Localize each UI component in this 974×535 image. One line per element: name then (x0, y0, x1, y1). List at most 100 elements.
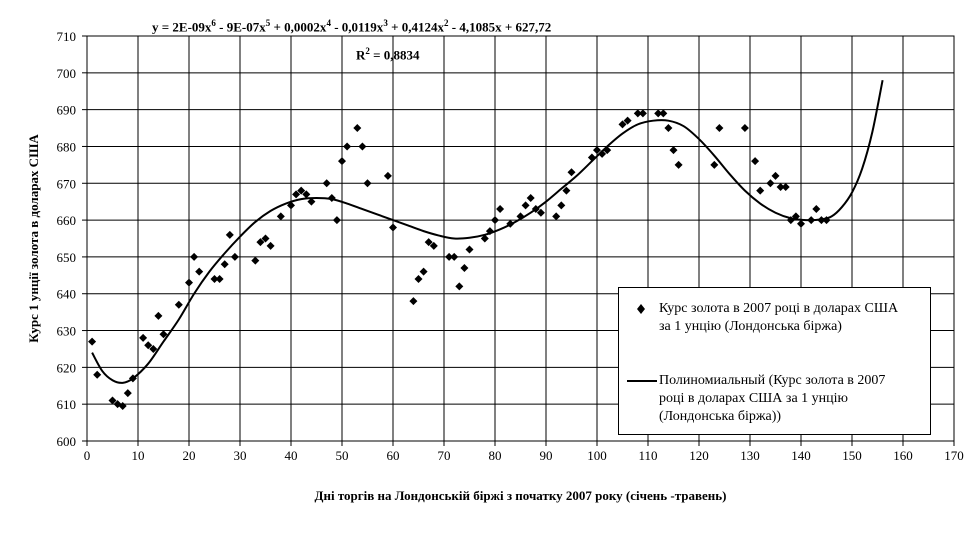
data-point (623, 116, 632, 125)
data-point (669, 146, 678, 155)
data-point (292, 190, 301, 199)
data-point (557, 201, 566, 210)
data-point (215, 275, 224, 283)
data-point (786, 216, 795, 225)
data-point (766, 179, 775, 188)
data-point (287, 201, 295, 210)
legend-line-marker (627, 380, 657, 382)
data-point (159, 330, 168, 339)
data-point (638, 109, 647, 118)
legend-series-label-line: за 1 унцію (Лондонська біржа) (659, 319, 842, 334)
data-point (807, 216, 816, 225)
data-point (562, 186, 571, 195)
data-point (751, 157, 760, 166)
data-point (776, 182, 785, 191)
data-point (190, 252, 199, 261)
x-tick-label: 110 (638, 448, 657, 463)
data-point (812, 205, 821, 214)
x-tick-label: 130 (740, 448, 760, 463)
data-point (659, 109, 668, 118)
data-point (781, 182, 790, 191)
data-point (383, 171, 392, 180)
data-point (674, 160, 683, 169)
data-points (88, 109, 831, 411)
data-point (822, 216, 831, 225)
x-tick-label: 160 (893, 448, 913, 463)
y-tick-label: 670 (57, 176, 77, 191)
y-tick-label: 660 (57, 213, 77, 228)
x-tick-label: 90 (540, 448, 553, 463)
data-point (225, 230, 234, 239)
data-point (409, 297, 418, 306)
y-tick-label: 620 (57, 360, 77, 375)
data-point (771, 171, 780, 180)
data-point (266, 241, 275, 250)
data-point (297, 186, 306, 195)
x-axis: 0 10 20 30 40 50 60 70 80 90 100 110 120 130 140 150 160… (84, 441, 964, 463)
data-point (419, 267, 428, 276)
data-point (521, 201, 530, 210)
data-point (358, 142, 367, 151)
data-point (598, 149, 607, 158)
x-tick-label: 100 (587, 448, 607, 463)
plot-area-frame (86, 35, 955, 442)
data-point (251, 256, 260, 265)
data-point (491, 216, 499, 225)
data-point (710, 160, 719, 169)
data-point (139, 333, 148, 342)
x-axis-title: Дні торгів на Лондонській біржі з початк… (315, 488, 727, 503)
y-tick-label: 640 (57, 287, 77, 302)
legend-series-label-line: Курс золота в 2007 році в доларах США (659, 301, 899, 316)
legend-trendline-label-line: Полиномиальный (Курс золота в 2007 (659, 373, 886, 388)
data-point (195, 267, 204, 276)
x-tick-label: 170 (944, 448, 964, 463)
data-point (338, 157, 346, 166)
data-point (791, 212, 800, 221)
data-point (429, 241, 438, 250)
legend-trendline-label-line: році в доларах США за 1 унцію (659, 391, 848, 406)
legend-diamond-marker (637, 304, 645, 314)
x-tick-label: 10 (132, 448, 145, 463)
data-point (552, 212, 561, 221)
data-point (593, 146, 601, 155)
data-point (123, 389, 132, 398)
data-point (516, 212, 525, 221)
data-point (587, 153, 596, 162)
r-squared-label: R2 = 0,8834 (356, 46, 420, 63)
data-point (455, 282, 464, 291)
x-tick-label: 50 (336, 448, 349, 463)
x-tick-label: 70 (438, 448, 451, 463)
data-point (654, 109, 663, 118)
data-point (154, 311, 163, 320)
data-point (144, 341, 153, 350)
data-point (210, 275, 219, 283)
data-point (740, 124, 749, 133)
legend-series-label: Курс золота в 2007 році в доларах США за… (659, 300, 927, 336)
data-point (261, 234, 270, 243)
data-point (256, 238, 265, 247)
data-point (465, 245, 474, 254)
data-point (174, 300, 183, 309)
data-point (536, 208, 545, 217)
x-tick-label: 80 (489, 448, 502, 463)
data-point (450, 252, 459, 261)
y-axis-title: Курс 1 унції золота в доларах США (26, 134, 41, 343)
x-tick-label: 150 (842, 448, 862, 463)
data-point (664, 124, 673, 133)
data-point (756, 186, 765, 195)
data-point (343, 142, 352, 151)
data-point (389, 223, 397, 232)
data-point (353, 124, 362, 133)
legend: Курс золота в 2007 році в доларах США за… (618, 287, 931, 435)
data-point (363, 179, 372, 188)
data-point (327, 194, 336, 202)
y-tick-label: 610 (57, 397, 77, 412)
legend-trendline-label-line: (Лондонська біржа)) (659, 409, 782, 424)
trendline-equation: y = 2E-09x6 - 9E-07x5 + 0,0002x4 - 0,011… (152, 18, 552, 35)
data-point (797, 219, 805, 228)
data-point (230, 252, 239, 261)
data-point (424, 238, 433, 247)
data-point (88, 337, 97, 346)
x-tick-label: 120 (689, 448, 709, 463)
